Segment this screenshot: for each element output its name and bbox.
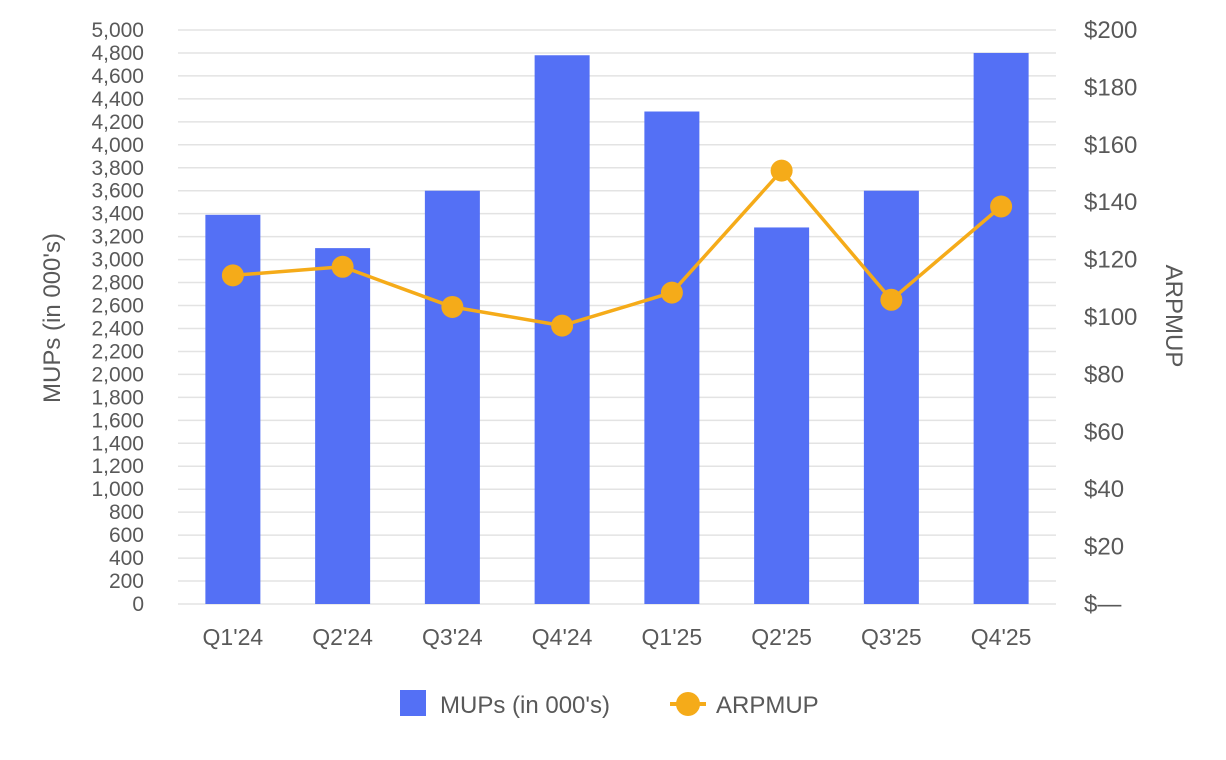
right-tick-label: $200 [1084,17,1137,44]
left-tick-label: 4,800 [91,42,144,65]
left-tick-label: 2,600 [91,295,144,318]
legend-arpmup-marker [676,692,700,716]
right-tick-label: $120 [1084,247,1137,274]
left-axis-ticks: 02004006008001,0001,2001,4001,6001,8002,… [91,19,144,616]
left-tick-label: 2,800 [91,272,144,295]
arpmup-line-path [232,168,1003,328]
right-tick-label: $140 [1084,189,1137,216]
x-tick-label: Q3'25 [861,624,922,650]
legend-arpmup-label: ARPMUP [716,692,819,719]
left-tick-label: 1,000 [91,478,144,501]
line-point [770,159,793,182]
right-axis-title: ARPMUP [1160,265,1187,368]
left-tick-label: 3,600 [91,180,144,203]
x-tick-label: Q4'24 [532,624,593,650]
left-tick-label: 3,000 [91,249,144,272]
left-tick-label: 600 [109,524,144,547]
bar [754,227,810,604]
line-point [660,281,683,304]
left-tick-label: 2,000 [91,363,144,386]
x-tick-label: Q1'24 [203,624,264,650]
left-tick-label: 5,000 [91,19,144,42]
x-axis-ticks: Q1'24 Q2'24 Q3'24 Q4'24 Q1'25 Q2'25 Q3'25 Q4'25 [203,624,1032,650]
left-tick-label: 3,400 [91,203,144,226]
left-tick-label: 4,200 [91,111,144,134]
line-point [990,195,1013,218]
left-tick-label: 1,600 [91,409,144,432]
line-point [441,295,464,318]
left-tick-label: 3,800 [91,157,144,180]
right-tick-label: $100 [1084,304,1137,331]
arpmup-line [221,159,1013,337]
line-point [551,314,574,337]
legend-mups-swatch [400,690,426,716]
left-tick-label: 0 [132,593,144,616]
left-tick-label: 4,600 [91,65,144,88]
right-axis-ticks: $— $20 $40 $60 $80 $100 $120 $140 $160 $180 $200 [1084,17,1137,618]
bar [973,52,1029,604]
right-tick-label: $180 [1084,74,1137,101]
left-tick-label: 1,200 [91,455,144,478]
left-tick-label: 3,200 [91,226,144,249]
right-tick-label: $20 [1084,534,1124,561]
bar [424,190,480,604]
left-tick-label: 400 [109,547,144,570]
right-tick-label: $80 [1084,361,1124,388]
left-tick-label: 800 [109,501,144,524]
left-tick-label: 200 [109,570,144,593]
x-tick-label: Q3'24 [422,624,483,650]
left-axis-title: MUPs (in 000's) [39,233,66,403]
x-tick-label: Q1'25 [642,624,703,650]
bar [315,248,371,604]
x-tick-label: Q4'25 [971,624,1032,650]
bar [863,190,919,604]
right-tick-label: $160 [1084,132,1137,159]
legend-mups-label: MUPs (in 000's) [440,692,610,719]
x-tick-label: Q2'25 [751,624,812,650]
left-tick-label: 1,400 [91,432,144,455]
left-tick-label: 2,400 [91,317,144,340]
line-point [880,288,903,311]
left-tick-label: 2,200 [91,340,144,363]
right-tick-label: $— [1084,591,1121,618]
left-tick-label: 4,400 [91,88,144,111]
mups-bars [205,52,1029,605]
right-tick-label: $60 [1084,419,1124,446]
gridlines [178,29,1056,605]
left-tick-label: 4,000 [91,134,144,157]
right-tick-label: $40 [1084,476,1124,503]
legend: MUPs (in 000's) ARPMUP [400,690,819,719]
x-tick-label: Q2'24 [312,624,373,650]
left-tick-label: 1,800 [91,386,144,409]
line-point [331,255,354,278]
line-point [221,264,244,287]
bar [644,111,700,605]
